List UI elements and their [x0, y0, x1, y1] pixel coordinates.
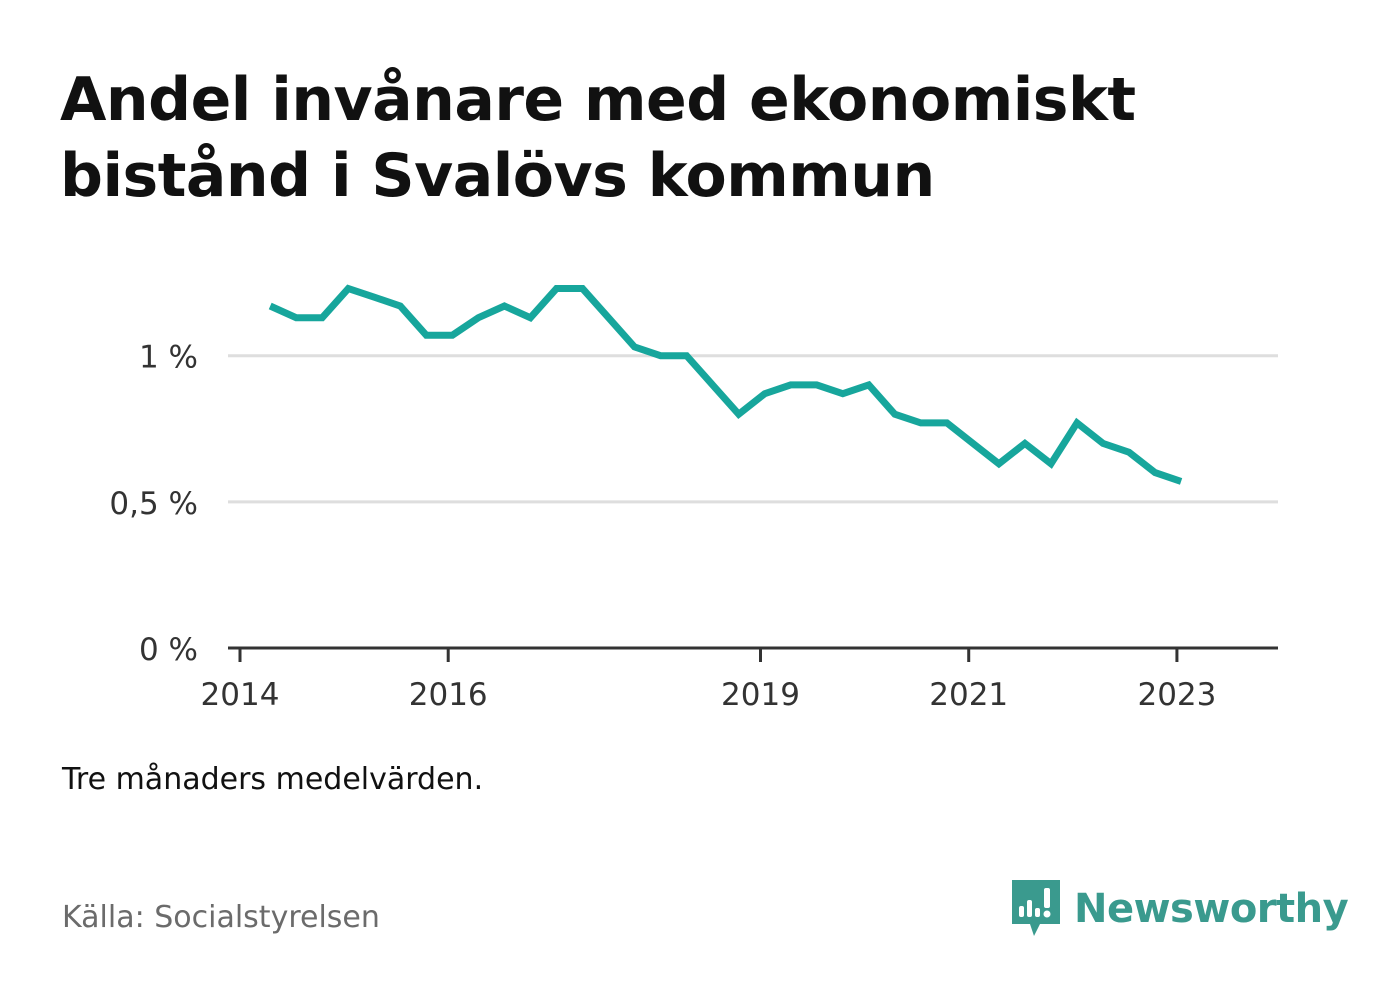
chart-note: Tre månaders medelvärden. — [62, 762, 484, 797]
x-tick-label: 2019 — [721, 677, 800, 713]
brand-logo: Newsworthy — [1010, 878, 1349, 940]
brand-name: Newsworthy — [1074, 886, 1349, 932]
x-tick-label: 2021 — [929, 677, 1008, 713]
source-credit: Källa: Socialstyrelsen — [62, 900, 380, 935]
data-line-layer — [268, 284, 1183, 485]
series-line — [268, 284, 1183, 485]
grid-lines — [228, 354, 1278, 504]
y-axis-labels: 0 % 0,5 % 1 % — [109, 340, 198, 668]
x-tick-label: 2023 — [1137, 677, 1216, 713]
chart-title: Andel invånare med ekonomiskt bistånd i … — [60, 65, 1136, 211]
x-axis: 2014 2016 2019 2021 2023 — [201, 646, 1278, 713]
x-tick-label: 2014 — [201, 677, 280, 713]
newsworthy-logo-icon — [1012, 880, 1060, 936]
x-tick-label: 2016 — [409, 677, 488, 713]
y-tick-label: 1 % — [139, 340, 198, 376]
y-tick-label: 0 % — [139, 632, 198, 668]
y-tick-label: 0,5 % — [109, 486, 198, 522]
